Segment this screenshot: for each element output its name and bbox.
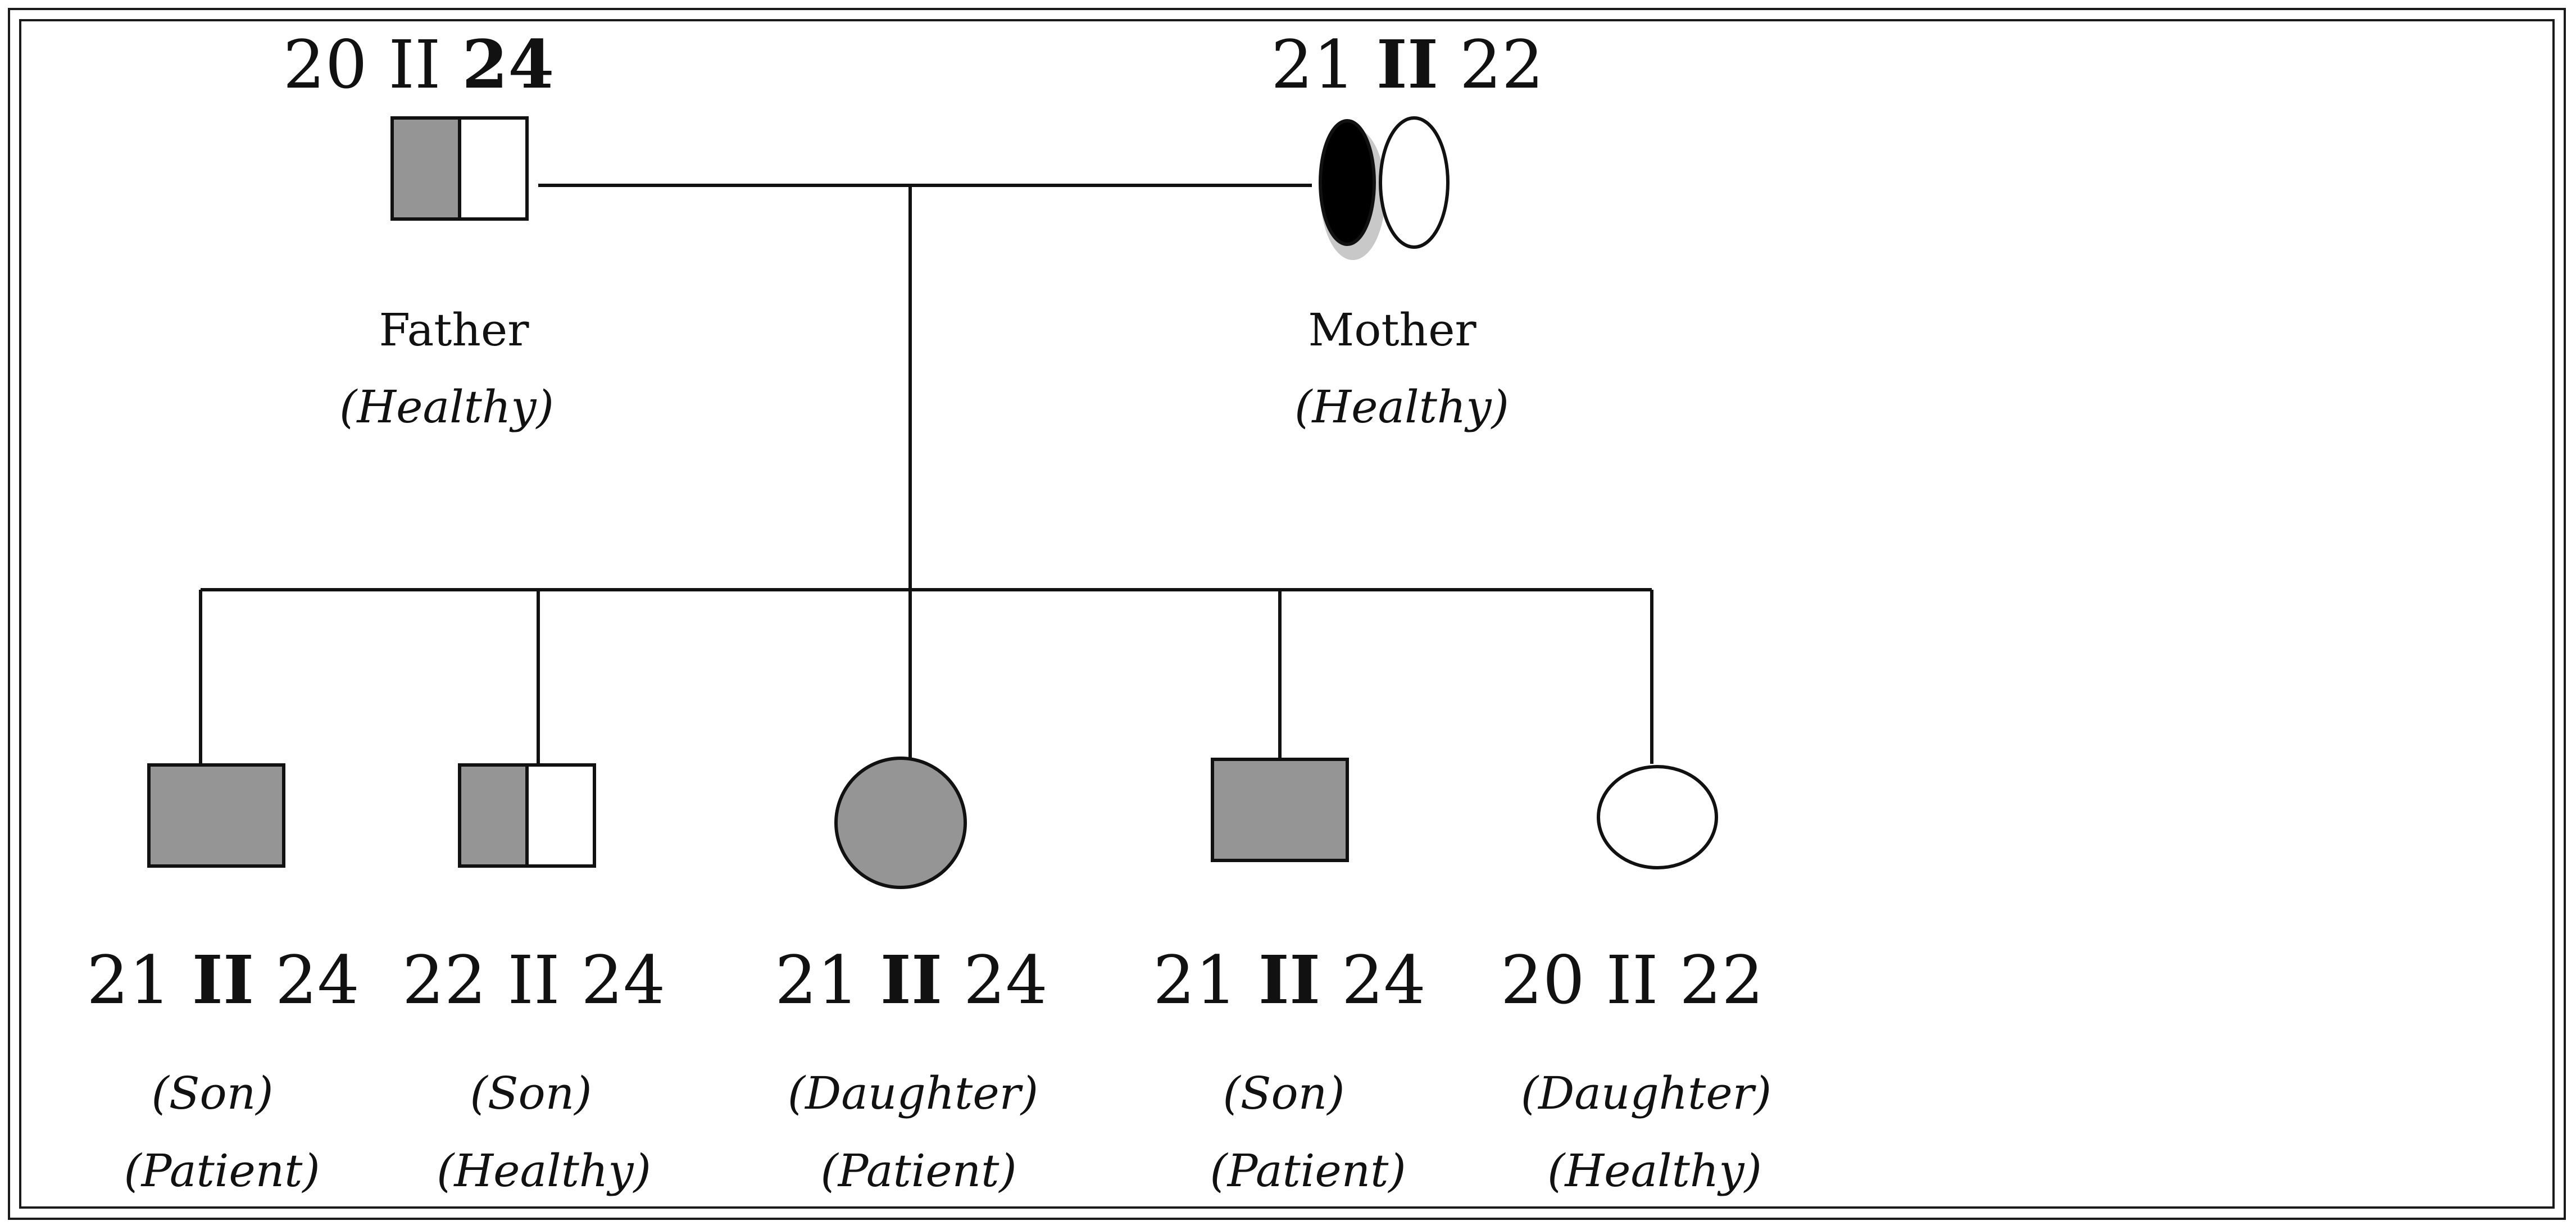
child5-symbol bbox=[1597, 765, 1718, 869]
father-symbol bbox=[390, 116, 529, 221]
father-status: (Healthy) bbox=[339, 381, 554, 433]
child5-genotype: 20 II 22 bbox=[1500, 941, 1764, 1019]
child4-status: (Patient) bbox=[1210, 1145, 1406, 1197]
child3-genotype: 21 II 24 bbox=[775, 941, 1048, 1019]
mother-status: (Healthy) bbox=[1294, 381, 1509, 433]
child2-relation: (Son) bbox=[470, 1067, 592, 1119]
outer-frame bbox=[8, 8, 2566, 1220]
mother-genotype: 21 II 22 bbox=[1271, 25, 1544, 103]
pedigree-lines bbox=[199, 184, 1653, 764]
child5-relation: (Daughter) bbox=[1520, 1067, 1772, 1119]
child3-symbol bbox=[834, 757, 967, 889]
child4-genotype: 21 II 24 bbox=[1153, 941, 1426, 1019]
child2-status: (Healthy) bbox=[437, 1145, 651, 1197]
child2-genotype: 22 II 24 bbox=[402, 941, 666, 1019]
mother-symbol bbox=[1319, 116, 1450, 260]
mother-relation: Mother bbox=[1308, 304, 1476, 356]
father-relation: Father bbox=[379, 304, 529, 356]
child4-relation: (Son) bbox=[1223, 1067, 1345, 1119]
child5-status: (Healthy) bbox=[1547, 1145, 1762, 1197]
child1-status: (Patient) bbox=[124, 1145, 320, 1197]
child2-symbol bbox=[458, 763, 596, 868]
child3-relation: (Daughter) bbox=[787, 1067, 1039, 1119]
father-genotype: 20 II 24 bbox=[283, 25, 555, 103]
child3-status: (Patient) bbox=[820, 1145, 1017, 1197]
child1-symbol bbox=[147, 763, 285, 868]
child1-relation: (Son) bbox=[151, 1067, 274, 1119]
child4-symbol bbox=[1211, 758, 1349, 862]
child1-genotype: 21 II 24 bbox=[87, 941, 360, 1019]
inner-frame bbox=[19, 19, 2555, 1209]
